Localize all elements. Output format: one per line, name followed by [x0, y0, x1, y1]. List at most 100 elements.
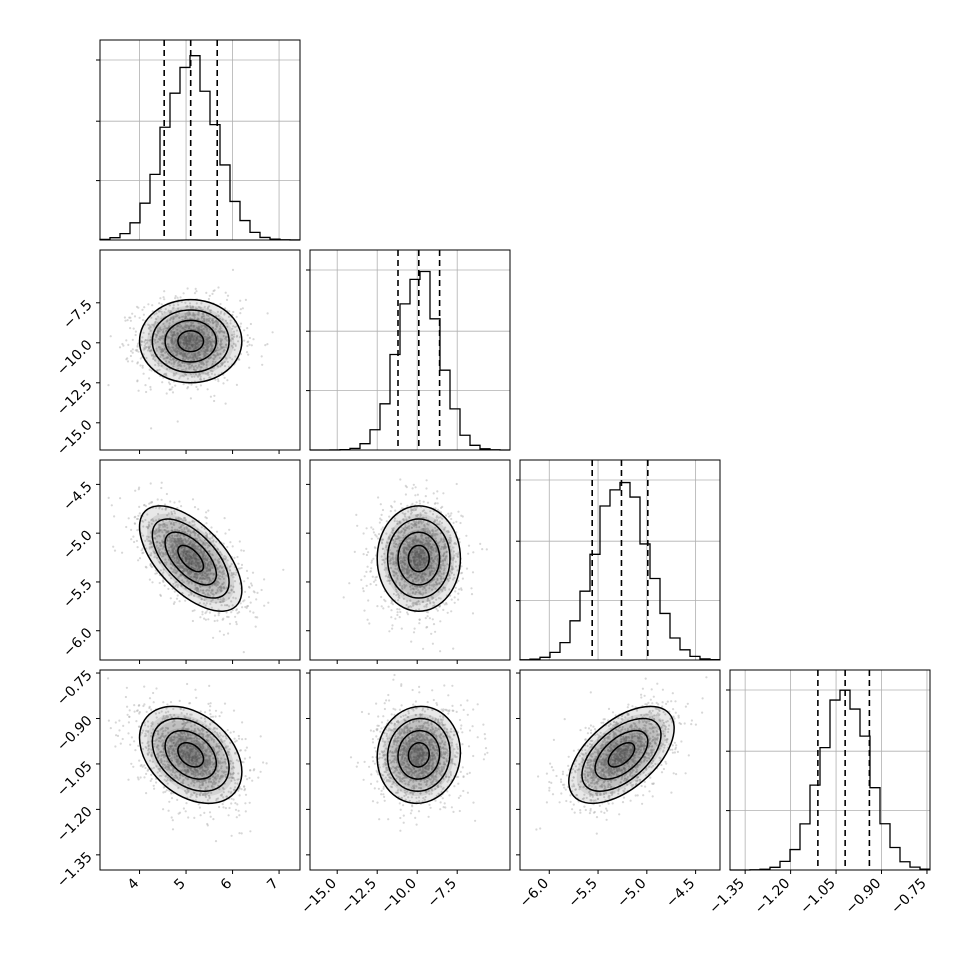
histogram-panel-0	[96, 39, 301, 241]
density-shade	[608, 742, 635, 767]
density-shade	[584, 720, 659, 789]
density-shade	[592, 728, 651, 782]
contour-0	[607, 741, 636, 768]
x-tick-label-3-3: −0.90	[843, 876, 885, 918]
density-shade	[170, 537, 212, 580]
panel-frame	[519, 459, 721, 661]
y-tick-label-1-3: −7.5	[60, 297, 95, 332]
scatter-panel-3-0	[96, 669, 301, 874]
density-shade	[377, 706, 461, 804]
density-shade	[162, 318, 219, 365]
density-shade	[600, 735, 643, 775]
density-shade	[139, 706, 242, 804]
contour-3	[568, 705, 675, 805]
density-shade	[383, 713, 455, 797]
x-tick-label-3-2: −1.05	[797, 876, 839, 918]
x-tick-label-0-0: 4	[125, 875, 143, 893]
density-shade	[183, 550, 199, 567]
density-shade	[412, 747, 426, 763]
panel-inner	[349, 673, 489, 832]
histogram-step-0	[99, 55, 300, 241]
density-shade	[162, 529, 219, 588]
panel-frame	[99, 249, 301, 451]
contour-0	[177, 741, 205, 768]
contour-2	[581, 717, 662, 792]
panel-frame	[309, 669, 511, 871]
contour-2	[151, 309, 230, 374]
y-tick-label-2-2: −5.0	[60, 528, 95, 563]
density-shade	[377, 505, 461, 612]
y-tick-label-1-0: −15.0	[54, 417, 96, 459]
x-tick-label-0-1: 5	[171, 876, 189, 894]
density-shade	[177, 742, 204, 767]
panel-inner	[107, 677, 268, 843]
panel-inner	[535, 676, 708, 835]
contour-0	[407, 544, 430, 573]
contour-1	[164, 531, 218, 586]
density-shade	[408, 742, 430, 767]
x-tick-label-3-1: −1.20	[752, 876, 794, 918]
x-tick-label-1-3: −7.5	[425, 876, 460, 911]
y-tick-label-2-0: −6.0	[60, 625, 95, 660]
contour-2	[386, 717, 451, 792]
x-tick-label-3-0: −1.35	[706, 876, 748, 918]
y-tick-label-1-1: −12.5	[54, 377, 96, 419]
density-shade	[412, 550, 426, 567]
contour-2	[386, 518, 451, 599]
contour-1	[164, 319, 218, 363]
panel-frame	[99, 669, 301, 871]
density-shade	[395, 728, 442, 782]
contour-2	[151, 717, 230, 792]
density-shade	[170, 324, 212, 358]
density-shade	[183, 334, 199, 348]
contour-1	[397, 531, 441, 586]
density-shade	[613, 747, 630, 763]
contour-3	[376, 505, 462, 612]
density-shade	[154, 521, 227, 596]
density-shade	[147, 305, 235, 377]
scatter-panel-1-0	[96, 249, 301, 454]
contour-3	[138, 505, 243, 612]
density-shade	[177, 545, 204, 572]
density-shade	[139, 299, 242, 383]
scatter-panel-3-1	[306, 669, 511, 874]
x-tick-label-1-1: −12.5	[338, 876, 380, 918]
panel-inner	[107, 481, 285, 654]
panel-inner	[342, 478, 488, 653]
histogram-step-3	[729, 689, 930, 871]
contour-0	[407, 741, 430, 768]
density-shade	[395, 529, 442, 588]
scatter-panel-3-2	[516, 669, 721, 874]
contour-3	[138, 298, 243, 384]
histogram-panel-1	[306, 249, 511, 451]
x-tick-label-2-1: −5.5	[566, 876, 601, 911]
density-shade	[154, 720, 227, 789]
y-tick-label-1-2: −10.0	[54, 337, 96, 379]
contour-2	[151, 518, 230, 599]
y-tick-label-3-3: −0.90	[54, 713, 96, 755]
histogram-panel-2	[516, 459, 721, 661]
density-shade	[576, 713, 667, 797]
contour-1	[164, 729, 218, 780]
contour-1	[594, 729, 649, 780]
contour-0	[177, 330, 205, 353]
x-tick-label-1-0: −15.0	[298, 876, 340, 918]
x-tick-label-2-0: −6.0	[517, 876, 552, 911]
density-shade	[147, 513, 235, 604]
density-shade	[568, 706, 675, 804]
density-shade	[408, 545, 430, 572]
x-tick-label-1-2: −10.0	[378, 876, 420, 918]
scatter-panel-2-1	[306, 459, 511, 664]
panel-frame	[729, 669, 931, 871]
y-tick-label-2-1: −5.5	[60, 576, 95, 611]
contour-3	[138, 705, 243, 805]
density-shade	[402, 537, 436, 580]
density-shade	[183, 747, 199, 763]
x-tick-label-2-3: −4.5	[663, 876, 698, 911]
scatter-panel-2-0	[96, 459, 301, 664]
panel-frame	[309, 249, 511, 451]
contour-0	[177, 544, 205, 573]
density-shade	[139, 505, 242, 612]
y-tick-label-3-4: −0.75	[54, 667, 96, 709]
